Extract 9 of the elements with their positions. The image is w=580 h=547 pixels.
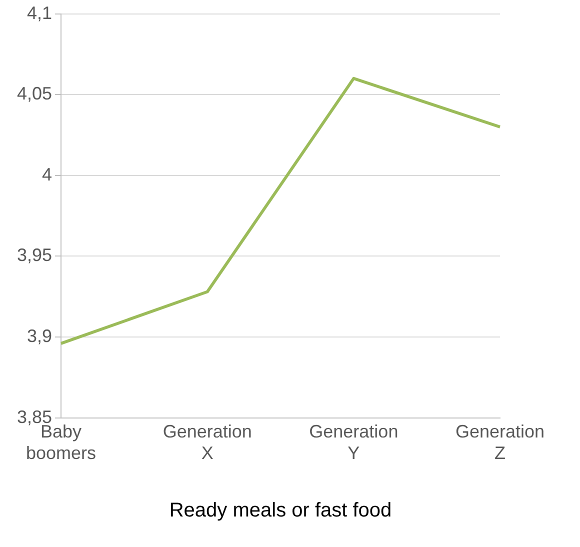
x-tick-label: Generation Y <box>309 422 398 464</box>
x-tick-label: Generation Z <box>455 422 545 464</box>
y-tick-label: 3,95 <box>16 245 52 266</box>
y-tick-label: 4,1 <box>27 2 52 23</box>
y-tick-label: 4,05 <box>16 84 52 104</box>
y-tick-label: 3,9 <box>27 326 52 346</box>
y-tick-label: 4 <box>42 164 52 184</box>
x-tick-label: Generation X <box>162 422 252 464</box>
x-axis-title: Ready meals or fast food <box>169 500 392 522</box>
